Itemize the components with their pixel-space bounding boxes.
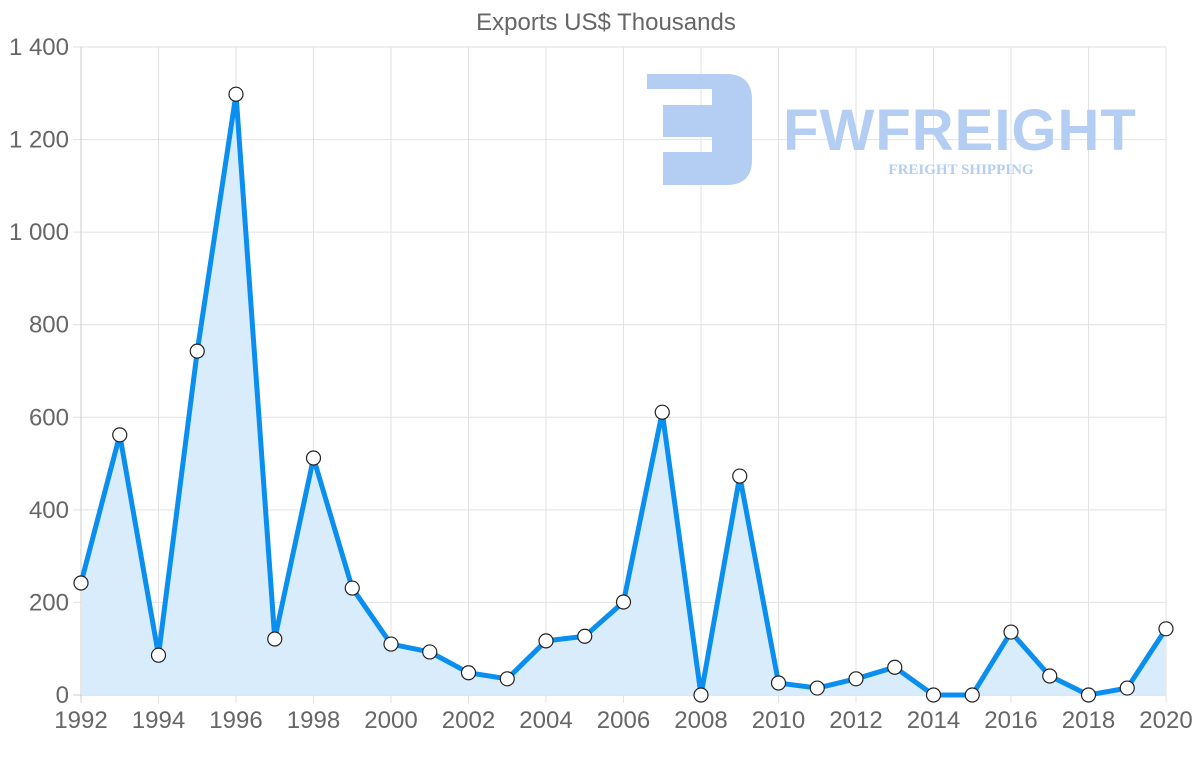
x-tick-label: 2018 [1062, 707, 1115, 734]
x-tick-label: 2006 [597, 707, 650, 734]
data-point-2000 [383, 636, 399, 652]
data-point-2002 [460, 665, 477, 681]
x-tick-label: 2000 [364, 707, 417, 734]
data-point-2018 [1080, 687, 1097, 703]
data-point-2003 [499, 671, 515, 687]
y-tick-label: 1 000 [9, 219, 69, 246]
watermark-tagline: FREIGHT SHIPPING [888, 162, 1033, 178]
data-point-1997 [267, 631, 283, 647]
x-tick-label: 1992 [54, 707, 107, 734]
x-tick-label: 2010 [752, 707, 805, 734]
y-axis: 0 200 400 600 800 1 000 1 200 1 400 [9, 34, 69, 709]
y-tick-label: 1 200 [9, 127, 69, 154]
x-tick-label: 2016 [984, 707, 1037, 734]
watermark-brand: FWFREIGHT [783, 98, 1137, 163]
y-tick-label: 400 [29, 497, 69, 524]
data-point-2012 [848, 671, 864, 687]
data-point-2006 [615, 594, 632, 610]
x-tick-label: 2020 [1139, 707, 1192, 734]
data-point-1999 [344, 580, 360, 596]
data-point-2016 [1003, 624, 1019, 640]
data-point-2017 [1042, 668, 1058, 684]
x-tick-label: 2012 [829, 707, 882, 734]
y-tick-label: 600 [29, 404, 69, 431]
data-point-2015 [964, 687, 980, 703]
x-tick-label: 1996 [209, 707, 262, 734]
data-point-2019 [1119, 680, 1135, 696]
y-tick-label: 1 400 [9, 34, 69, 61]
x-tick-label: 2008 [674, 707, 727, 734]
x-tick-label: 1994 [132, 707, 185, 734]
data-point-1996 [228, 86, 244, 102]
data-point-1992 [73, 575, 89, 591]
y-tick-label: 200 [29, 589, 69, 616]
x-tick-label: 1998 [287, 707, 340, 734]
data-point-2005 [577, 628, 593, 644]
data-point-2007 [654, 404, 670, 420]
data-point-2004 [538, 633, 554, 649]
series-fill [81, 94, 1166, 695]
x-tick-label: 2014 [907, 707, 960, 734]
data-point-2014 [925, 687, 942, 703]
fwfreight-logo-watermark: FWFREIGHT FREIGHT SHIPPING [647, 74, 1137, 185]
x-axis: 1992 1994 1996 1998 2000 2002 2004 2006 2008 2010… [54, 707, 1192, 734]
y-tick-label: 800 [29, 312, 69, 339]
data-point-1998 [305, 450, 322, 466]
x-tick-label: 2002 [442, 707, 495, 734]
data-point-1995 [189, 343, 205, 359]
x-tick-label: 2004 [519, 707, 572, 734]
data-point-1994 [150, 647, 167, 663]
data-point-2010 [770, 675, 787, 691]
data-point-1993 [112, 427, 128, 443]
data-point-2001 [422, 644, 438, 660]
chart-title: Exports US$ Thousands [476, 9, 736, 36]
data-point-2011 [809, 680, 825, 696]
data-point-2020 [1158, 621, 1174, 637]
y-tick-label: 0 [56, 682, 69, 709]
logo-mark-icon [647, 74, 752, 185]
data-point-2008 [693, 687, 709, 703]
series-points [73, 86, 1174, 703]
data-point-2013 [887, 659, 903, 675]
data-point-2009 [732, 468, 748, 484]
